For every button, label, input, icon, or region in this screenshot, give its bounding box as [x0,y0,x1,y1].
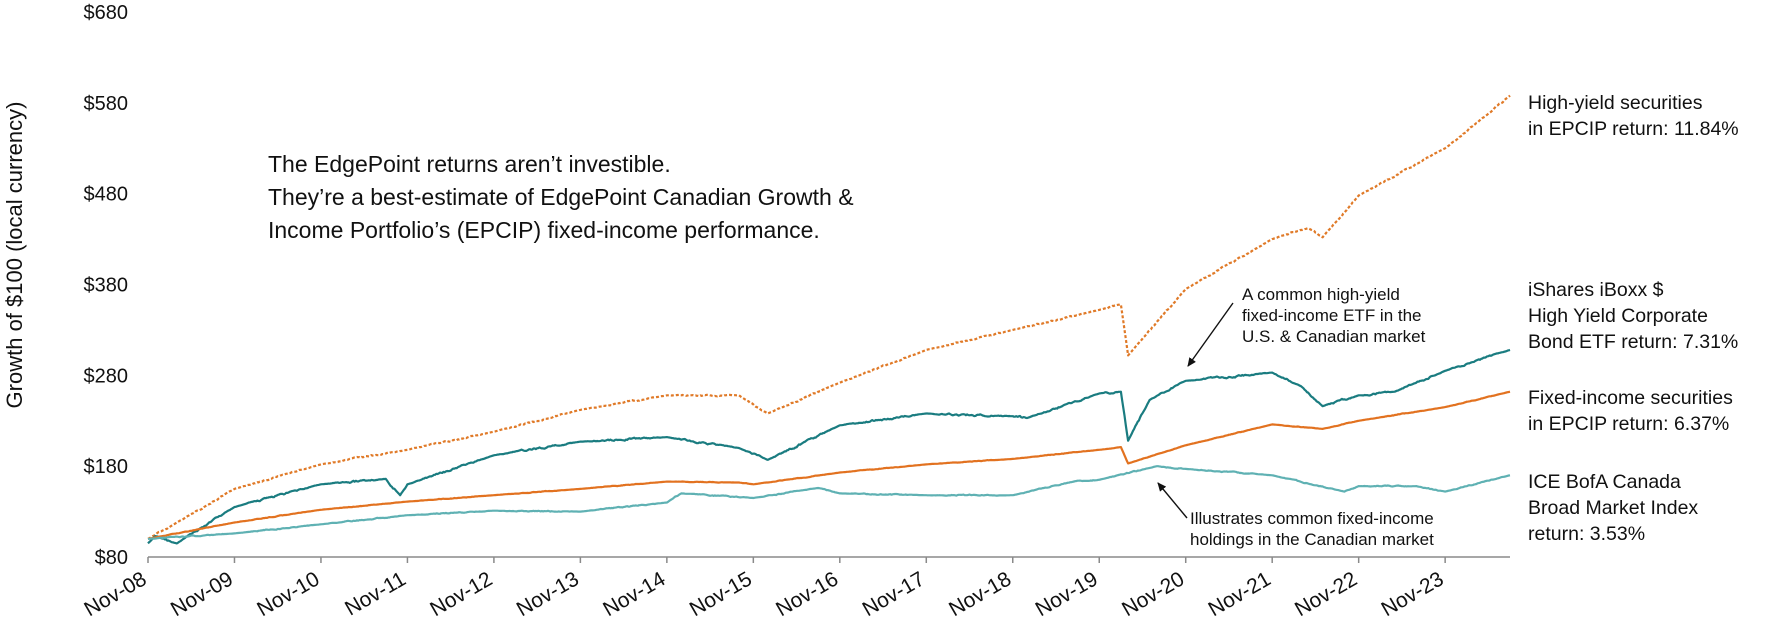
series-label-line: High Yield Corporate [1528,305,1708,327]
y-tick-label: $680 [84,2,129,24]
series-label-line: return: 3.53% [1528,523,1646,545]
series-label-line: Bond ETF return: 7.31% [1528,331,1739,353]
series-label-ishares: iShares iBoxx $ High Yield Corporate Bon… [1528,277,1738,355]
x-tick-label: Nov-14 [599,567,669,621]
series-label-line: in EPCIP return: 11.84% [1528,118,1739,140]
series-label-line: Fixed-income securities [1528,387,1733,409]
x-tick-label: Nov-15 [686,567,756,621]
series-line [148,465,1511,540]
series-label-line: iShares iBoxx $ [1528,279,1664,301]
note-line: Income Portfolio’s (EPCIP) fixed-income … [268,217,820,243]
y-tick-label: $180 [84,456,129,478]
x-tick-label: Nov-08 [80,567,150,621]
callout-line: U.S. & Canadian market [1242,327,1426,346]
series-label-ice-bofa: ICE BofA Canada Broad Market Index retur… [1528,469,1698,547]
x-axis: Nov-08 Nov-09 Nov-10 Nov-11 Nov-12 Nov-13 Nov-… [80,556,1510,621]
y-tick-label: $80 [95,547,128,569]
callout-hy-etf: A common high-yield fixed-income ETF in … [1242,284,1425,347]
series-lines [147,94,1511,545]
series-label-line: High-yield securities [1528,92,1703,114]
y-axis-label: Growth of $100 (local currency) [2,102,27,409]
x-tick-label: Nov-19 [1032,567,1102,621]
x-tick-label: Nov-11 [341,567,410,620]
series-label-line: in EPCIP return: 6.37% [1528,413,1730,435]
x-tick-label: Nov-13 [513,567,583,621]
y-tick-label: $580 [84,93,129,115]
callout-arrows [1157,302,1234,519]
x-tick-label: Nov-09 [167,567,237,621]
series-label-fixed-income: Fixed-income securities in EPCIP return:… [1528,385,1733,437]
y-tick-label: $380 [84,275,129,297]
callout-line: Illustrates common fixed-income [1190,509,1434,528]
x-tick-label: Nov-10 [253,567,323,621]
arrow-hy-etf [1187,302,1234,367]
arrow-canada-index [1157,482,1188,519]
x-tick-label: Nov-12 [426,567,496,621]
y-tick-label: $480 [84,184,129,206]
y-tick-label: $280 [84,365,129,387]
series-label-line: ICE BofA Canada [1528,471,1681,493]
x-tick-label: Nov-17 [859,567,929,621]
note-line: The EdgePoint returns aren’t investible. [268,151,671,177]
x-tick-label: Nov-23 [1378,567,1448,621]
series-label-line: Broad Market Index [1528,497,1699,519]
x-tick-label: Nov-16 [772,567,842,621]
y-axis-ticks: $80 $180 $280 $380 $480 $580 $680 [84,2,129,569]
series-line [147,348,1511,545]
series-label-high-yield: High-yield securities in EPCIP return: 1… [1528,90,1739,142]
series-line [147,390,1511,540]
chart-note: The EdgePoint returns aren’t investible.… [268,148,854,247]
series-line [147,94,1511,540]
x-tick-label: Nov-21 [1205,567,1275,621]
x-tick-label: Nov-20 [1118,567,1188,621]
callout-line: A common high-yield [1242,285,1400,304]
callout-line: holdings in the Canadian market [1190,530,1434,549]
callout-line: fixed-income ETF in the [1242,306,1422,325]
callout-canada-index: Illustrates common fixed-income holdings… [1190,508,1434,550]
x-tick-label: Nov-22 [1291,567,1361,621]
note-line: They’re a best-estimate of EdgePoint Can… [268,184,854,210]
x-tick-label: Nov-18 [945,567,1015,621]
